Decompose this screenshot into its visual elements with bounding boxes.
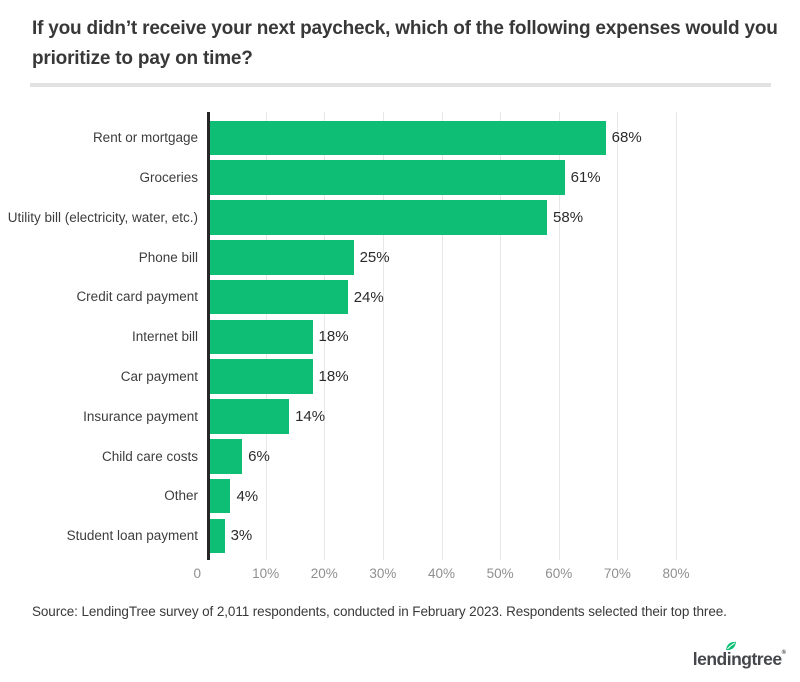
lendingtree-logo: lendingtree® (692, 641, 786, 672)
category-label: Child care costs (101, 448, 198, 464)
bar (210, 319, 313, 355)
bar-row: Other 4% (0, 476, 800, 516)
bar (210, 279, 348, 315)
bar (210, 438, 243, 474)
value-label: 18% (318, 368, 349, 386)
bar-row: Utility bill (electricity, water, etc.) 5… (0, 198, 800, 238)
source-note: Source: LendingTree survey of 2,011 resp… (32, 604, 727, 619)
x-tick-label: 70% (603, 566, 631, 581)
value-label: 58% (553, 208, 584, 226)
bar (210, 160, 565, 195)
bar-row: Rent or mortgage 68% (0, 118, 800, 158)
value-label: 14% (295, 407, 326, 425)
bar (210, 399, 290, 434)
category-label: Insurance payment (83, 408, 198, 424)
gridline (558, 112, 560, 560)
leaf-icon (725, 641, 736, 651)
bar-row: Internet bill 18% (0, 317, 800, 357)
category-label: Other (164, 488, 198, 504)
x-tick-label: 20% (310, 566, 338, 581)
bar-row: Credit card payment 24% (0, 277, 800, 317)
category-label: Utility bill (electricity, water, etc.) (7, 209, 198, 225)
bar (210, 200, 548, 235)
bar-chart: Rent or mortgage 68% Groceries 61% Utility b… (0, 112, 800, 581)
value-label: 68% (611, 129, 642, 147)
category-label: Groceries (139, 169, 198, 185)
category-label: Credit card payment (76, 289, 198, 305)
x-tick-label: 80% (662, 566, 690, 581)
gridline (324, 112, 326, 560)
value-label: 4% (236, 487, 259, 505)
x-tick-label: 40% (427, 566, 456, 581)
bar (210, 239, 354, 275)
gridline (676, 112, 677, 560)
x-axis: 0 10% 20% 30% 40% 50% 60% 70% 80% (193, 566, 800, 586)
bar-row: Car payment 18% (0, 357, 800, 397)
bar-row: Insurance payment 14% (0, 397, 800, 437)
chart-title: If you didn’t receive your next paycheck… (32, 14, 778, 74)
divider (30, 83, 771, 87)
gridline (500, 112, 502, 560)
value-label: 24% (353, 288, 384, 306)
bar (210, 359, 313, 394)
gridline (382, 112, 384, 560)
x-tick-label: 0 (193, 566, 201, 581)
category-label: Phone bill (138, 249, 198, 265)
bar-row: Phone bill 25% (0, 237, 800, 277)
x-tick-label: 60% (545, 566, 573, 581)
logo-registered-mark: ® (781, 650, 786, 656)
x-tick-label: 10% (252, 566, 280, 581)
value-label: 61% (570, 169, 601, 187)
x-tick-label: 50% (486, 566, 514, 581)
chart-title-line1: If you didn’t receive your next paycheck… (32, 18, 778, 39)
bar-row: Student loan payment 3% (0, 516, 800, 556)
category-label: Student loan payment (66, 528, 198, 544)
gridline (617, 112, 619, 560)
bar (210, 478, 231, 514)
bar (210, 120, 606, 156)
value-label: 18% (318, 328, 349, 346)
category-label: Car payment (120, 368, 198, 384)
bar-row: Child care costs 6% (0, 436, 800, 476)
category-label: Internet bill (131, 329, 198, 345)
category-label: Rent or mortgage (92, 130, 198, 146)
value-label: 3% (230, 527, 253, 545)
x-tick-label: 30% (369, 566, 397, 581)
y-axis-line (207, 112, 210, 560)
bar (210, 518, 225, 554)
gridline (441, 112, 443, 560)
chart-title-line2: prioritize to pay on time? (32, 48, 253, 69)
bar-row: Groceries 61% (0, 158, 800, 198)
value-label: 25% (359, 248, 390, 266)
logo-text: lendingtree (692, 649, 782, 669)
bar-rows: Rent or mortgage 68% Groceries 61% Utility b… (0, 118, 800, 556)
value-label: 6% (248, 447, 270, 465)
